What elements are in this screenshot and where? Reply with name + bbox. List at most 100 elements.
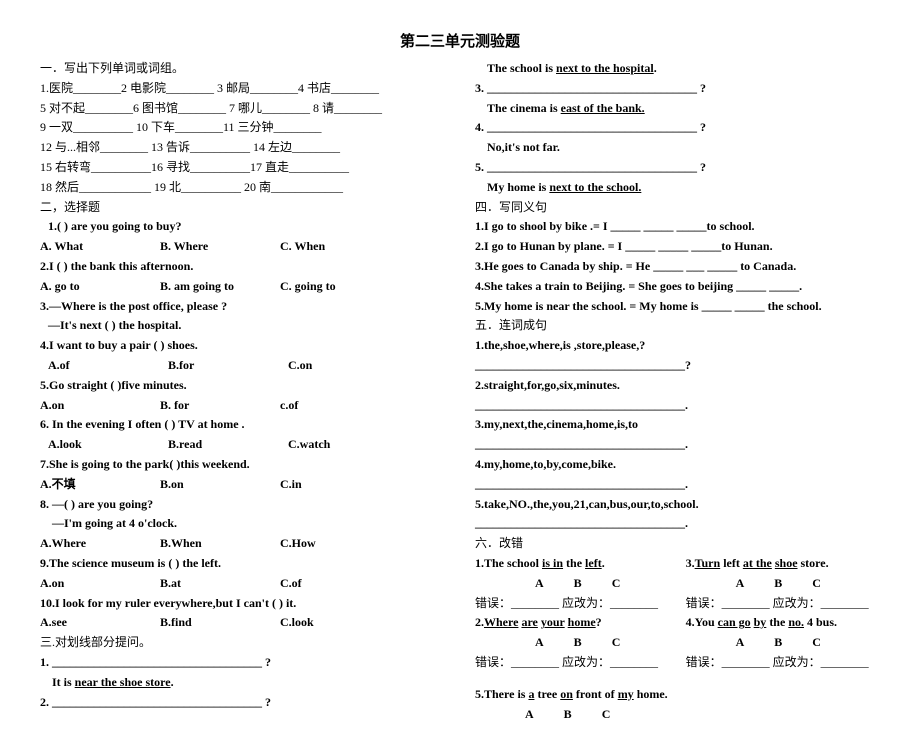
err-row: 错误：________ 应改为：________ 错误：________ 应改为… — [475, 653, 880, 673]
txt: My home is — [487, 180, 549, 194]
right-column: The school is next to the hospital. 3. _… — [475, 59, 880, 724]
q: 6. In the evening I often ( ) TV at home… — [40, 415, 445, 435]
q: 5.My home is near the school. = My home … — [475, 297, 880, 317]
q: 1.I go to shool by bike .= I _____ _____… — [475, 217, 880, 237]
q: 9.The science museum is ( ) the left. — [40, 554, 445, 574]
txt: . — [602, 556, 605, 570]
q: 3.my,next,the,cinema,home,is,to — [475, 415, 880, 435]
opt-b: B.at — [160, 574, 280, 594]
a: A — [736, 574, 745, 594]
opt-c: C. going to — [280, 277, 400, 297]
blank: ___________________________________? — [475, 356, 880, 376]
txt: the — [563, 556, 585, 570]
q: 5.Go straight ( )five minutes. — [40, 376, 445, 396]
options: A.see B.find C.look — [40, 613, 445, 633]
opt-b: B. am going to — [160, 277, 280, 297]
a: A — [535, 574, 544, 594]
section1-item: 5 对不起________6 图书馆________ 7 哪儿________ … — [40, 99, 445, 119]
q: 2. ___________________________________ ? — [40, 693, 445, 713]
row: 1.The school is in the left. 3.Turn left… — [475, 554, 880, 574]
q: 10.I look for my ruler everywhere,but I … — [40, 594, 445, 614]
opt-b: B.on — [160, 475, 280, 495]
options: A.look B.read C.watch — [40, 435, 445, 455]
page-title: 第二三单元测验题 — [40, 30, 880, 51]
options: A.on B. for c.of — [40, 396, 445, 416]
opt-b: B.find — [160, 613, 280, 633]
opt-b: B.for — [168, 356, 288, 376]
b: B — [574, 574, 582, 594]
options: A. go to B. am going to C. going to — [40, 277, 445, 297]
txt: . — [654, 61, 657, 75]
section1-item: 9 一双__________ 10 下车________11 三分钟______… — [40, 118, 445, 138]
section6-heading: 六．改错 — [475, 534, 880, 554]
ul: next to the school. — [549, 180, 641, 194]
section4-heading: 四．写同义句 — [475, 198, 880, 218]
err-row: 错误：________ 应改为：________ 错误：________ 应改为… — [475, 594, 880, 614]
txt: tree — [534, 687, 560, 701]
ul: left — [585, 556, 602, 570]
opt-a: A.Where — [40, 534, 160, 554]
abc-row: A B C A B C — [475, 574, 880, 594]
opt-c: C.on — [288, 356, 408, 376]
ul: my — [618, 687, 634, 701]
content-columns: 一．写出下列单词或词组。 1.医院________2 电影院________ 3… — [40, 59, 880, 724]
q2: 2.Where are your home? — [475, 613, 669, 633]
txt: It is — [52, 675, 75, 689]
q: 7.She is going to the park( )this weeken… — [40, 455, 445, 475]
b: B — [774, 574, 782, 594]
q: 4.I want to buy a pair ( ) shoes. — [40, 336, 445, 356]
opt-c: C.in — [280, 475, 400, 495]
opt-a: A.of — [48, 356, 168, 376]
q: 4. ___________________________________ ? — [475, 118, 880, 138]
abc: A B C — [475, 705, 880, 725]
section1-item: 12 与...相邻________ 13 告诉__________ 14 左边_… — [40, 138, 445, 158]
opt-a: A.不填 — [40, 475, 160, 495]
q: 3.—Where is the post office, please ? — [40, 297, 445, 317]
ul: in — [553, 556, 563, 570]
txt: The cinema is — [487, 101, 561, 115]
q: 3.He goes to Canada by ship. = He _____ … — [475, 257, 880, 277]
c: C — [812, 574, 821, 594]
opt-c: C.of — [280, 574, 400, 594]
blank: ___________________________________. — [475, 514, 880, 534]
q1: 1.The school is in the left. — [475, 554, 669, 574]
ul: Where — [484, 615, 518, 629]
q: 1. ___________________________________ ? — [40, 653, 445, 673]
q: 1.the,shoe,where,is ,store,please,? — [475, 336, 880, 356]
answer: No,it's not far. — [475, 138, 880, 158]
options: A.Where B.When C.How — [40, 534, 445, 554]
opt-a: A. go to — [40, 277, 160, 297]
c: C — [602, 705, 611, 725]
txt: 4 bus. — [804, 615, 837, 629]
q: 4.She takes a train to Beijing. = She go… — [475, 277, 880, 297]
options: A.不填 B.on C.in — [40, 475, 445, 495]
txt: 4. — [686, 615, 695, 629]
txt: 2. — [475, 615, 484, 629]
txt: store. — [798, 556, 829, 570]
options: A. What B. Where C. When — [40, 237, 445, 257]
q: 3. ___________________________________ ? — [475, 79, 880, 99]
opt-c: C.How — [280, 534, 400, 554]
options: A.of B.for C.on — [40, 356, 445, 376]
opt-a: A.on — [40, 396, 160, 416]
abc: A B C — [686, 574, 880, 594]
q: 2.I ( ) the bank this afternoon. — [40, 257, 445, 277]
ul: your — [541, 615, 565, 629]
txt: front of — [573, 687, 618, 701]
q: 4.my,home,to,by,come,bike. — [475, 455, 880, 475]
ul: can go — [718, 615, 751, 629]
answer: The school is next to the hospital. — [475, 59, 880, 79]
answer: The cinema is east of the bank. — [475, 99, 880, 119]
q: 8. —( ) are you going? — [40, 495, 445, 515]
ul: shoe — [775, 556, 798, 570]
blank: ___________________________________. — [475, 396, 880, 416]
q: —I'm going at 4 o'clock. — [40, 514, 445, 534]
opt-a: A.on — [40, 574, 160, 594]
err: 错误：________ 应改为：________ — [686, 653, 880, 673]
txt: 3. — [686, 556, 695, 570]
opt-c: C. When — [280, 237, 400, 257]
err: 错误：________ 应改为：________ — [475, 653, 669, 673]
err: 错误：________ 应改为：________ — [475, 594, 669, 614]
ul: home — [568, 615, 596, 629]
ul: is — [542, 556, 553, 570]
